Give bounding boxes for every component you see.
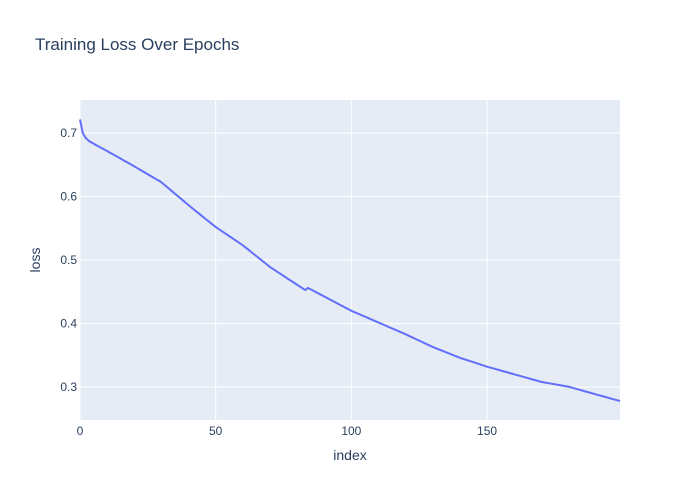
chart-title: Training Loss Over Epochs bbox=[35, 35, 239, 54]
tick-labels: 0 50 100 150 0.3 0.4 0.5 0.6 0.7 bbox=[60, 126, 497, 438]
y-tick-label: 0.4 bbox=[60, 316, 77, 330]
x-axis-title: index bbox=[333, 447, 366, 463]
x-tick-label: 100 bbox=[341, 424, 361, 438]
y-tick-label: 0.3 bbox=[60, 380, 77, 394]
series-group bbox=[79, 119, 621, 402]
y-tick-label: 0.5 bbox=[60, 253, 77, 267]
y-tick-label: 0.7 bbox=[60, 126, 77, 140]
x-tick-label: 150 bbox=[477, 424, 497, 438]
loss-series-line bbox=[79, 119, 621, 402]
y-axis-title: loss bbox=[27, 248, 43, 273]
x-tick-label: 50 bbox=[209, 424, 223, 438]
x-tick-label: 0 bbox=[77, 424, 84, 438]
y-tick-label: 0.6 bbox=[60, 190, 77, 204]
